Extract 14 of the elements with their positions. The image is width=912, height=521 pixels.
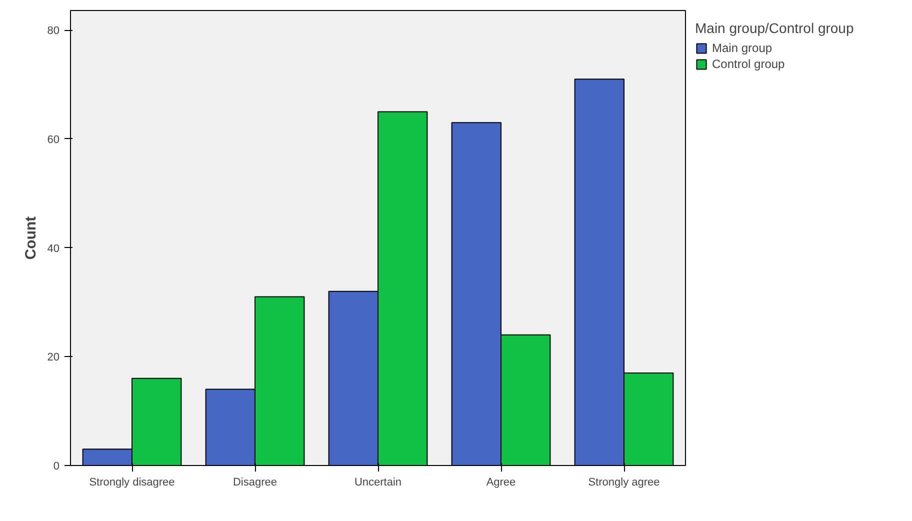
x-tick-label: Strongly disagree: [89, 476, 175, 488]
y-tick-label: 0: [53, 460, 60, 472]
legend-label: Main group: [712, 41, 772, 55]
y-tick-label: 80: [47, 25, 60, 38]
y-tick-label: 40: [47, 242, 60, 255]
legend-title: Main group/Control group: [695, 20, 854, 36]
y-tick-label: 60: [47, 134, 60, 146]
y-axis-title: Count: [22, 216, 40, 260]
x-tick-label: Strongly agree: [588, 476, 660, 488]
x-tick-label: Disagree: [232, 476, 278, 488]
legend-label: Control group: [712, 57, 785, 71]
x-tick-label: Uncertain: [354, 476, 402, 488]
x-tick-label: Agree: [486, 476, 516, 488]
y-tick-label: 20: [47, 352, 60, 364]
